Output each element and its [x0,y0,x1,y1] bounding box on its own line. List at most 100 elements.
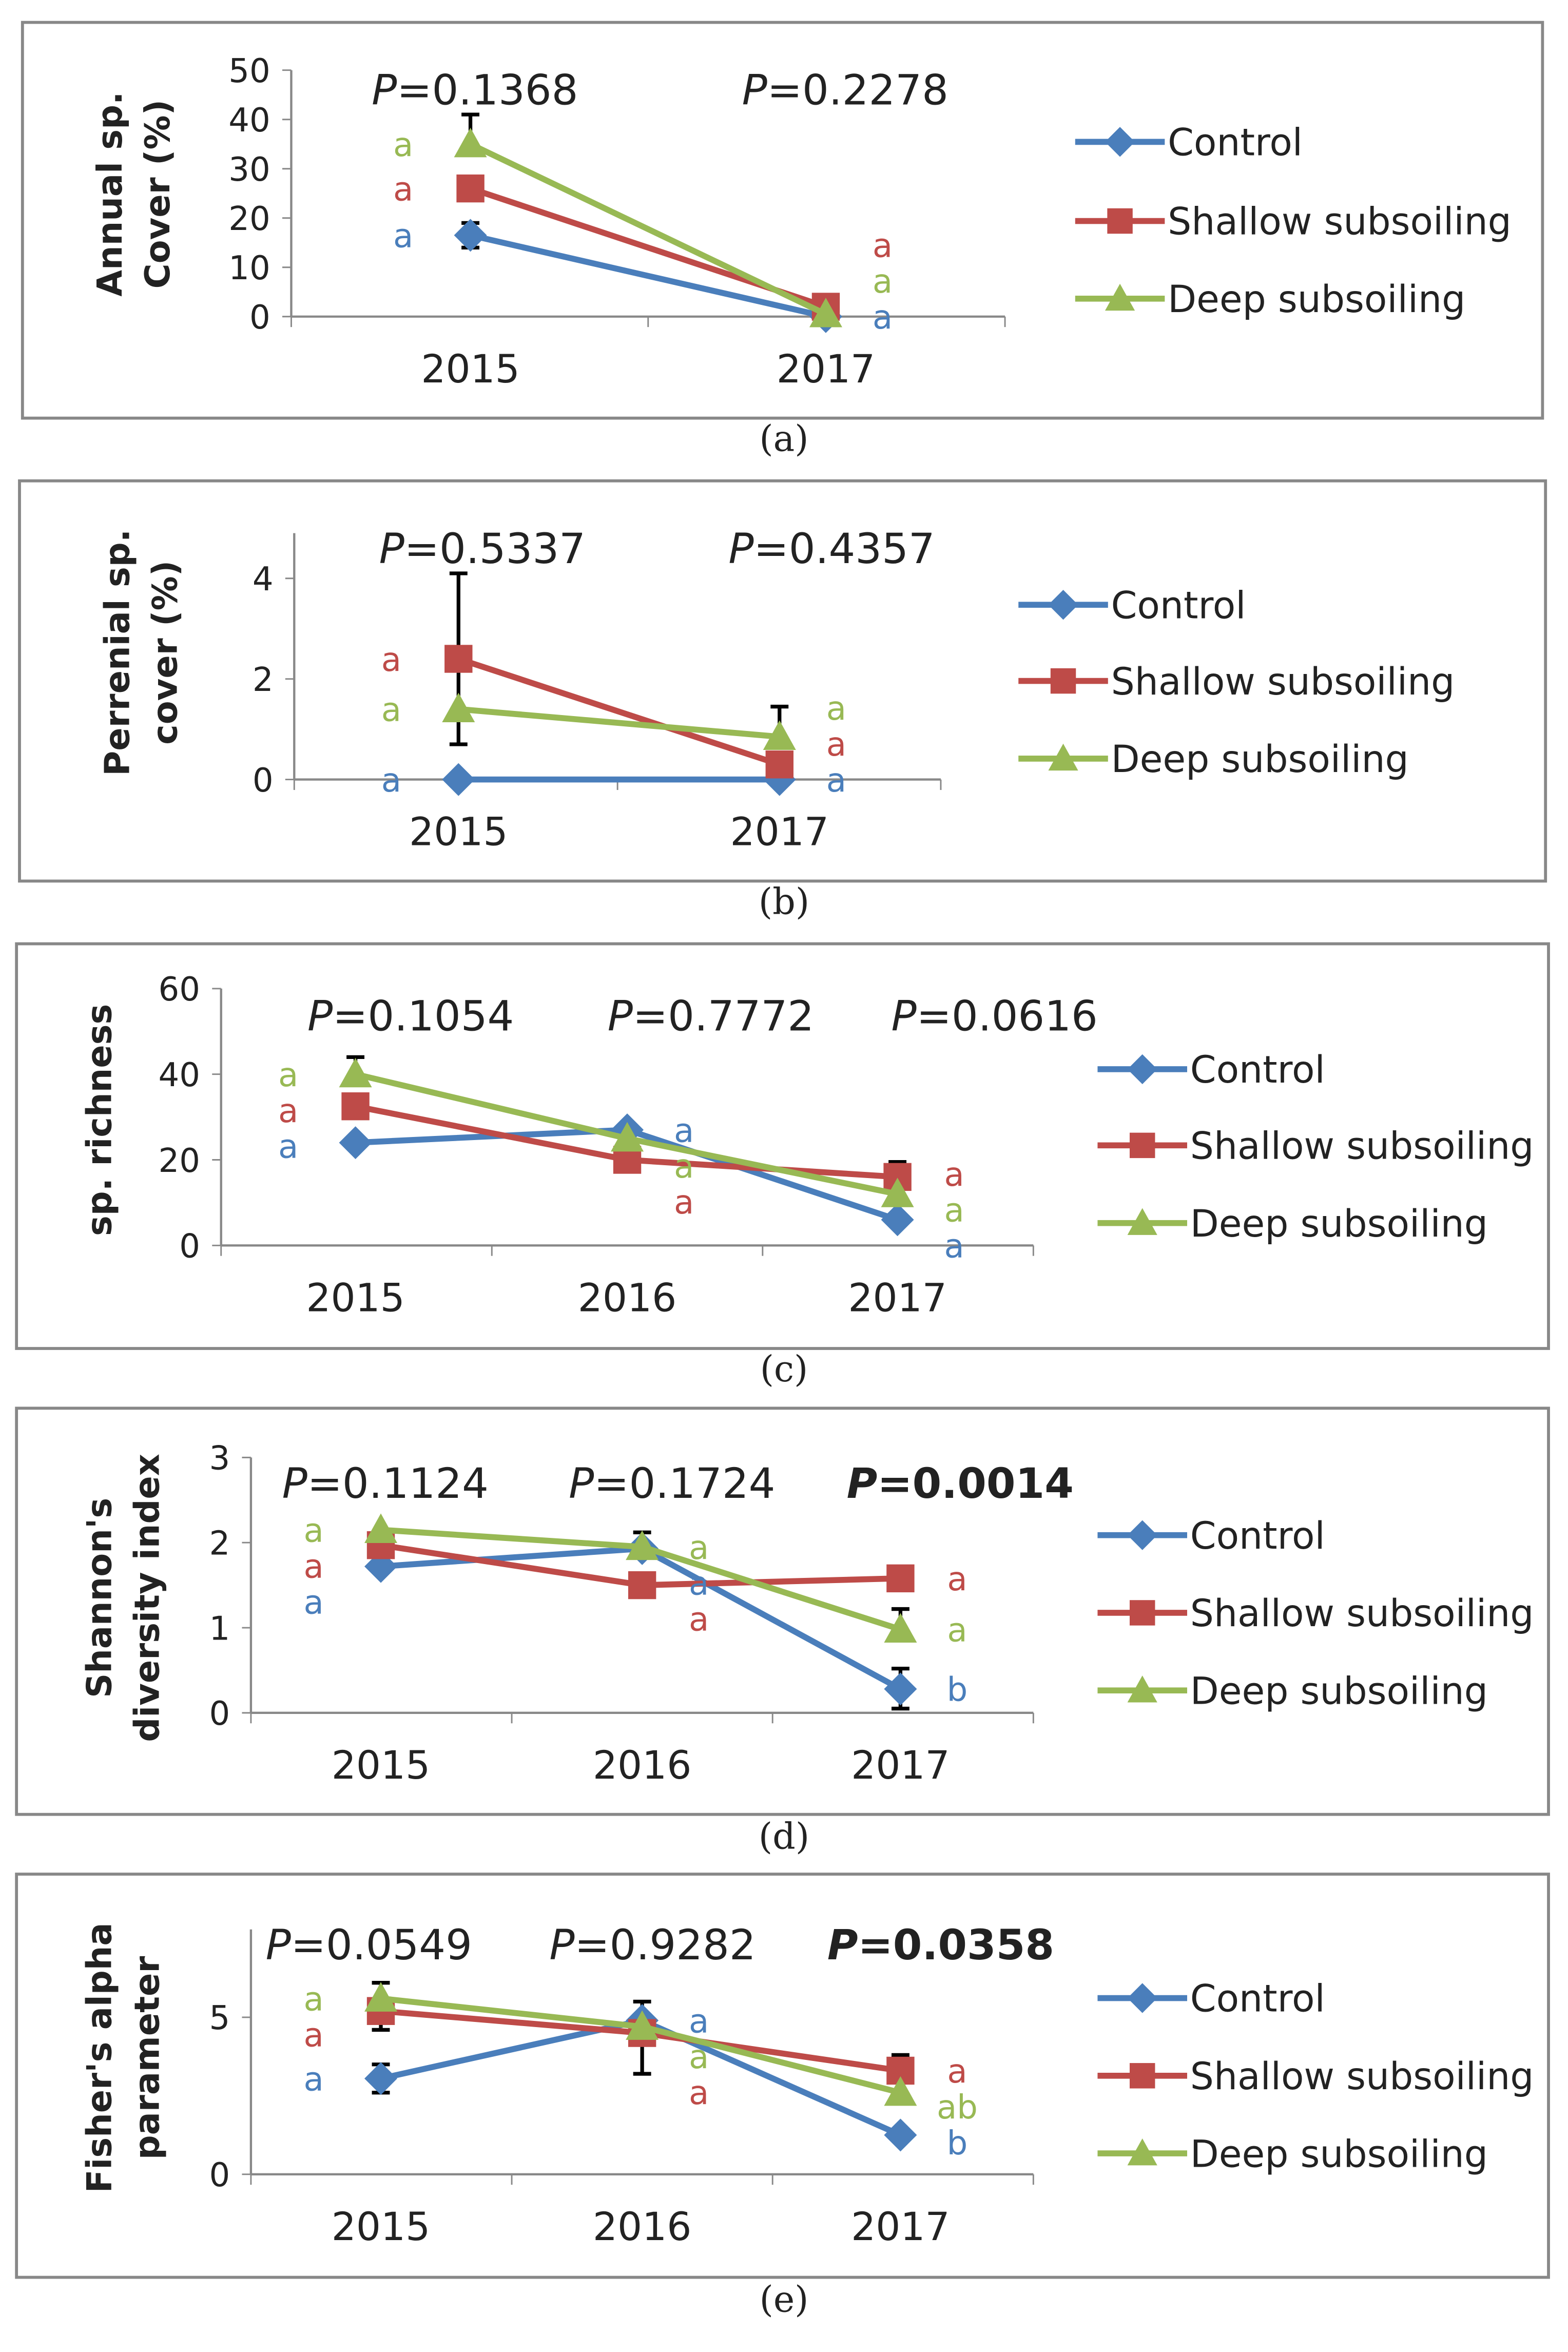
x-tick-label: 2015 [306,1275,404,1320]
significance-letter: a [381,691,401,729]
significance-letter: a [303,2061,323,2099]
significance-letter: a [689,2038,709,2076]
y-tick-label: 0 [249,299,270,337]
y-axis-label: cover (%) [145,561,185,745]
y-tick-label: 4 [253,561,274,599]
y-tick-label: 0 [253,762,274,800]
legend-item: Deep subsoiling [1097,2132,1488,2176]
legend-label: Deep subsoiling [1190,1669,1488,1713]
y-axis-label: Shannon's [80,1498,120,1698]
y-axis-label: parameter [127,1956,167,2160]
data-point-control [881,1203,914,1237]
data-point-deep-subsoiling [626,1530,659,1560]
legend-item: Control [1097,1514,1325,1558]
x-tick-label: 2015 [421,346,519,392]
legend-label: Deep subsoiling [1168,278,1465,321]
legend-label: Control [1168,121,1303,165]
legend-marker [1105,283,1135,311]
legend-item: Control [1018,584,1246,627]
data-point-control [364,2062,398,2095]
p-value-label: P=0.1724 [569,1459,775,1508]
series-line-deep-subsoiling [458,706,780,740]
legend-marker [1129,1600,1155,1626]
y-tick-label: 2 [253,661,274,699]
legend-item: Shallow subsoiling [1097,2055,1534,2098]
p-value-label: P=0.1054 [307,992,514,1040]
legend-marker [1127,1054,1157,1085]
p-symbol: P [379,525,404,573]
data-point-shallow-subsoiling [456,174,485,203]
significance-letter: a [278,1056,298,1094]
p-value-label: P=0.1368 [372,66,578,115]
p-value: =0.1054 [333,992,514,1040]
legend-label: Deep subsoiling [1190,2132,1488,2176]
legend-item: Shallow subsoiling [1097,1592,1534,1635]
series-line-control [380,1545,902,1692]
x-tick-label: 2017 [851,1743,950,1788]
y-axis-label: diversity index [127,1454,167,1742]
significance-letter: a [674,1148,694,1186]
legend-item: Shallow subsoiling [1018,660,1455,704]
p-value-label: P=0.0358 [827,1921,1054,1970]
p-value: =0.1368 [397,66,578,115]
legend-marker [1107,208,1133,234]
p-value-label: P=0.7772 [608,992,814,1040]
y-tick-label: 0 [209,1695,230,1733]
panel-border [18,479,1547,883]
legend-item: Control [1097,1977,1325,2021]
p-symbol: P [549,1921,574,1970]
significance-letter: b [947,1671,968,1709]
data-point-shallow-subsoiling [765,750,793,779]
legend-marker [1127,1520,1157,1550]
p-value: =0.0616 [917,992,1098,1040]
legend-item: Deep subsoiling [1097,1669,1488,1713]
data-point-deep-subsoiling [611,1122,644,1152]
data-point-control [339,1126,372,1160]
p-symbol: P [372,66,397,115]
panel-border [21,21,1544,420]
data-point-deep-subsoiling [763,720,796,750]
data-point-control [884,1672,917,1706]
p-value-label: P=0.0549 [266,1921,472,1970]
legend-marker [1048,743,1078,771]
significance-letter: a [393,218,413,256]
legend-label: Deep subsoiling [1111,738,1409,781]
data-point-deep-subsoiling [442,692,475,723]
data-point-deep-subsoiling [884,1613,917,1643]
y-axis-label: Fisher's alpha [80,1922,120,2193]
p-value: =0.1724 [594,1459,775,1508]
panel-caption: (d) [759,1816,809,1858]
legend-marker [1129,1132,1155,1159]
significance-letter: a [674,1184,694,1222]
y-axis-label: Annual sp. [90,92,130,297]
x-tick-label: 2017 [848,1275,946,1320]
p-value: =0.0014 [877,1459,1074,1508]
series-line-control [470,232,827,320]
significance-letter: a [944,1156,964,1194]
legend-label: Shallow subsoiling [1190,2055,1534,2098]
panel-border [15,1873,1550,2279]
panel-caption: (a) [759,418,808,460]
legend-marker [1127,2138,1157,2166]
legend-item: Shallow subsoiling [1075,200,1512,244]
y-tick-label: 50 [228,52,270,90]
x-tick-label: 2016 [593,2204,691,2249]
p-value-label: P=0.0616 [892,992,1098,1040]
y-tick-label: 20 [228,200,270,238]
significance-letter: a [278,1092,298,1130]
data-point-deep-subsoiling [339,1057,372,1088]
p-value: =0.5337 [404,525,586,573]
p-symbol: P [282,1459,307,1508]
p-symbol: P [827,1921,858,1970]
y-tick-label: 40 [159,1056,200,1094]
legend-label: Shallow subsoiling [1168,200,1512,244]
p-value: =0.0549 [291,1921,472,1970]
x-tick-label: 2016 [578,1275,676,1320]
data-point-shallow-subsoiling [886,1564,915,1593]
p-symbol: P [728,525,753,573]
legend-label: Control [1190,1514,1325,1558]
significance-letter: a [826,726,846,764]
